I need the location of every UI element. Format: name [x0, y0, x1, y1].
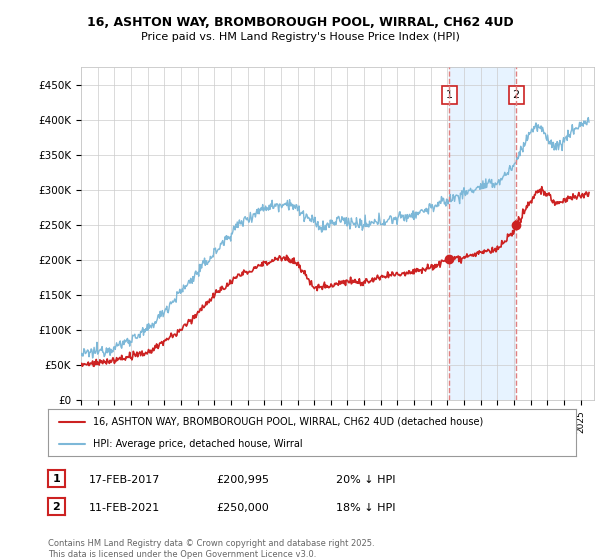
- Text: 18% ↓ HPI: 18% ↓ HPI: [336, 503, 395, 513]
- Text: 17-FEB-2017: 17-FEB-2017: [89, 475, 160, 485]
- Text: 2: 2: [53, 502, 60, 512]
- Text: 2: 2: [512, 90, 520, 100]
- Bar: [449, 67, 516, 400]
- Text: 1: 1: [446, 90, 453, 100]
- Text: 16, ASHTON WAY, BROMBOROUGH POOL, WIRRAL, CH62 4UD (detached house): 16, ASHTON WAY, BROMBOROUGH POOL, WIRRAL…: [93, 417, 483, 427]
- Text: 16, ASHTON WAY, BROMBOROUGH POOL, WIRRAL, CH62 4UD: 16, ASHTON WAY, BROMBOROUGH POOL, WIRRAL…: [86, 16, 514, 29]
- Text: Price paid vs. HM Land Registry's House Price Index (HPI): Price paid vs. HM Land Registry's House …: [140, 32, 460, 43]
- Text: 1: 1: [53, 474, 60, 484]
- Text: 11-FEB-2021: 11-FEB-2021: [89, 503, 160, 513]
- Text: Contains HM Land Registry data © Crown copyright and database right 2025.
This d: Contains HM Land Registry data © Crown c…: [48, 539, 374, 559]
- Text: £250,000: £250,000: [216, 503, 269, 513]
- Text: 20% ↓ HPI: 20% ↓ HPI: [336, 475, 395, 485]
- Text: HPI: Average price, detached house, Wirral: HPI: Average price, detached house, Wirr…: [93, 438, 302, 449]
- Text: £200,995: £200,995: [216, 475, 269, 485]
